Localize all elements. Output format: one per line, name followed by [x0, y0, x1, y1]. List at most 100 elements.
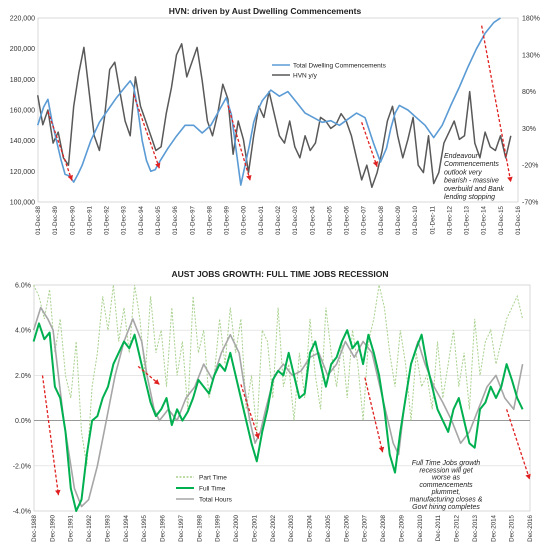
x-tick-label: 01-Dec-06: [344, 205, 351, 234]
chart1-series: [36, 17, 512, 189]
x-tick-label: Dec-1999: [215, 514, 222, 541]
chart2-series: [32, 284, 524, 512]
trend-arrow-4-shaft: [361, 122, 378, 167]
y-tick-label: 4.0%: [15, 328, 31, 335]
trend-arrow-3-head: [246, 174, 252, 181]
x-tick-label: Dec-2003: [288, 514, 295, 541]
x-tick-label: 01-Dec-92: [104, 205, 111, 234]
x-tick-label: 01-Dec-05: [326, 205, 333, 234]
x-tick-label: Dec-1993: [104, 514, 111, 541]
x-tick-label: Dec-2012: [454, 514, 461, 541]
trend-arrow-5-head: [525, 473, 531, 480]
x-tick-label: 01-Dec-98: [206, 205, 213, 234]
annotation-line: outlook very: [444, 169, 482, 176]
annotation-line: Govt hiring completes: [412, 504, 480, 511]
x-tick-label: Dec-1992: [86, 514, 93, 541]
trend-arrow-2-shaft: [133, 94, 160, 169]
y-tick-label: -4.0%: [13, 509, 31, 516]
x-tick-label: 01-Dec-96: [172, 205, 179, 234]
y2-tick-label: 130%: [522, 52, 540, 59]
x-tick-label: Dec-2011: [435, 514, 442, 541]
x-tick-label: 01-Dec-02: [275, 205, 282, 234]
x-tick-label: Dec-2010: [417, 514, 424, 541]
x-tick-label: 01-Dec-11: [429, 205, 436, 234]
y2-tick-label: 30%: [522, 126, 536, 133]
x-tick-label: Dec-1995: [141, 514, 148, 541]
y-tick-label: 6.0%: [15, 283, 31, 290]
y2-tick-label: 180%: [522, 16, 540, 23]
y-tick-label: 100,000: [10, 200, 35, 207]
trend-arrow-5-head: [507, 176, 513, 183]
chart2-trend-arrows: [41, 365, 531, 496]
x-tick-label: Dec-1998: [196, 514, 203, 541]
x-tick-label: 01-Dec-15: [498, 205, 505, 234]
x-tick-label: Dec-2004: [307, 514, 314, 541]
jobs-growth-chart: AUST JOBS GROWTH: FULL TIME JOBS RECESSI…: [13, 269, 534, 542]
x-tick-label: 01-Dec-97: [189, 205, 196, 234]
annotation-line: Commencements: [444, 161, 499, 168]
annotation-line: worse as: [432, 475, 461, 482]
annotation-line: plummet,: [431, 489, 461, 496]
legend-label-part-time: Part Time: [199, 475, 227, 482]
y-tick-label: 2.0%: [15, 373, 31, 380]
chart1-legend: Total Dwelling Commencements HVN y/y: [272, 63, 387, 80]
x-tick-label: Dec-2001: [251, 514, 258, 541]
dwelling-commencements-chart: HVN: driven by Aust Dwelling Commencemen…: [10, 6, 540, 235]
y-tick-label: 200,000: [10, 46, 35, 53]
full-time-series-line: [32, 322, 524, 512]
x-tick-label: 01-Dec-16: [515, 205, 522, 234]
annotation-line: Endeavour: [444, 153, 479, 160]
x-tick-label: Dec-1988: [31, 514, 38, 541]
trend-arrow-4-head: [372, 161, 379, 167]
legend-label-hvn: HVN y/y: [293, 73, 318, 80]
x-tick-label: 01-Dec-13: [464, 205, 471, 234]
x-tick-label: 01-Dec-03: [292, 205, 299, 234]
trend-arrow-1-shaft: [41, 375, 60, 496]
y2-tick-label: -70%: [522, 200, 538, 207]
x-tick-label: 01-Dec-88: [35, 205, 42, 234]
x-tick-label: 01-Dec-00: [241, 205, 248, 234]
x-tick-label: Dec-1996: [160, 514, 167, 541]
x-tick-label: Dec-2005: [325, 514, 332, 541]
x-tick-label: Dec-2000: [233, 514, 240, 541]
legend-label-dwelling: Total Dwelling Commencements: [293, 63, 387, 70]
chart1-left-axis: 100,000 120,000 140,000 160,000 180,000 200,0…: [10, 16, 35, 207]
trend-arrow-5-shaft: [481, 25, 512, 183]
trend-arrow-3-head: [254, 433, 260, 439]
legend-label-total-hours: Total Hours: [199, 497, 233, 504]
trend-arrow-1-shaft: [47, 111, 73, 181]
y2-tick-label: 80%: [522, 89, 536, 96]
trend-arrow-4-head: [378, 446, 385, 453]
x-tick-label: Dec-1994: [123, 514, 130, 541]
x-tick-label: 01-Dec-12: [446, 205, 453, 234]
chart1-plot-frame: [37, 17, 519, 203]
y-tick-label: 0.0%: [15, 418, 31, 425]
chart1-title: HVN: driven by Aust Dwelling Commencemen…: [169, 6, 362, 16]
x-tick-label: Dec-2008: [380, 514, 387, 541]
x-tick-label: Dec-1997: [178, 514, 185, 541]
annotation-line: commencements: [419, 482, 473, 489]
y-tick-label: 180,000: [10, 77, 35, 84]
y-tick-label: -2.0%: [13, 463, 31, 470]
legend-label-full-time: Full Time: [199, 486, 226, 493]
trend-arrow-1-head: [67, 174, 73, 181]
x-tick-label: 01-Dec-01: [258, 205, 265, 234]
x-tick-label: Dec-2006: [343, 514, 350, 541]
x-tick-label: 01-Dec-91: [86, 205, 93, 234]
trend-arrow-1-head: [55, 489, 61, 496]
chart1-gridlines: [37, 17, 519, 203]
x-tick-label: 01-Dec-07: [361, 205, 368, 234]
trend-arrow-2-head: [155, 162, 161, 169]
chart1-trend-arrows: [47, 25, 513, 183]
part-time-series-line: [33, 284, 524, 466]
trend-arrow-2-head: [153, 379, 160, 385]
trend-arrow-5-shaft: [505, 409, 531, 480]
x-tick-label: Dec-2016: [527, 514, 534, 541]
chart2-y-axis: -4.0% -2.0% 0.0% 2.0% 4.0% 6.0%: [13, 283, 31, 516]
x-tick-label: Dec-1991: [68, 514, 75, 541]
x-tick-label: Dec-2002: [270, 514, 277, 541]
annotation-line: manufacturing closes &: [410, 497, 483, 504]
chart2-title: AUST JOBS GROWTH: FULL TIME JOBS RECESSI…: [171, 269, 388, 279]
